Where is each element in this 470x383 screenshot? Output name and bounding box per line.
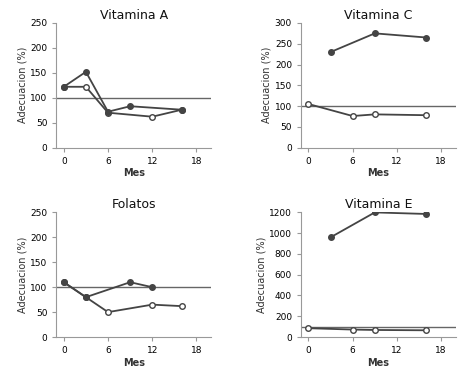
- Title: Vitamina A: Vitamina A: [100, 9, 168, 22]
- Y-axis label: Adecuacion (%): Adecuacion (%): [256, 237, 266, 313]
- Title: Vitamina C: Vitamina C: [345, 9, 413, 22]
- X-axis label: Mes: Mes: [368, 358, 390, 368]
- Y-axis label: Adecuacion (%): Adecuacion (%): [17, 237, 27, 313]
- Title: Vitamina E: Vitamina E: [345, 198, 412, 211]
- X-axis label: Mes: Mes: [123, 169, 145, 178]
- X-axis label: Mes: Mes: [368, 169, 390, 178]
- Title: Folatos: Folatos: [111, 198, 156, 211]
- Y-axis label: Adecuacion (%): Adecuacion (%): [262, 47, 272, 123]
- X-axis label: Mes: Mes: [123, 358, 145, 368]
- Y-axis label: Adecuacion (%): Adecuacion (%): [17, 47, 27, 123]
